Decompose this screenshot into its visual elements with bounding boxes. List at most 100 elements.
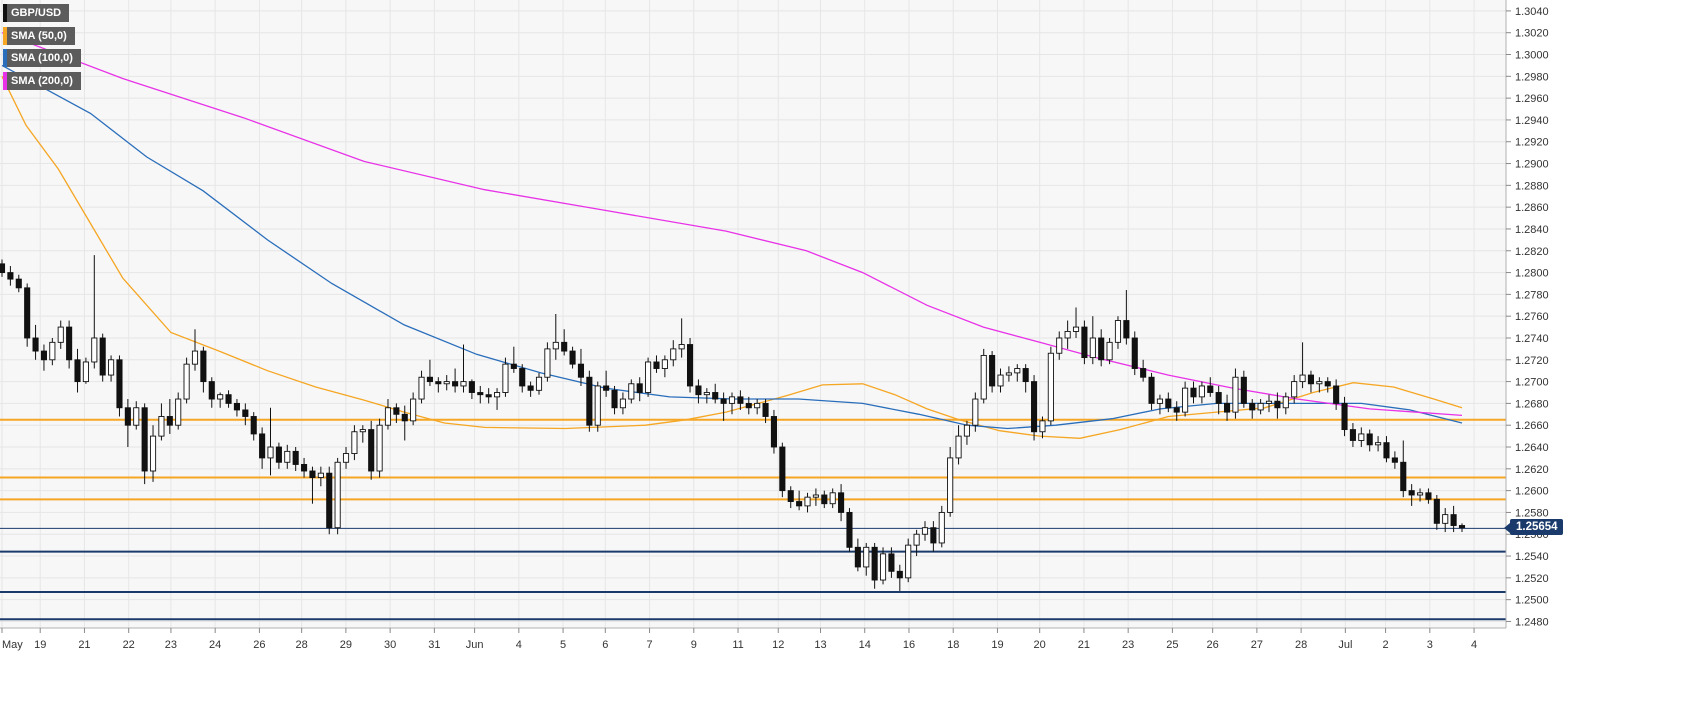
candle-body-bear	[393, 407, 400, 415]
candle-body-bear	[452, 381, 459, 387]
candle	[124, 399, 131, 448]
candle	[1265, 394, 1273, 413]
candle-body-bull	[1005, 372, 1012, 376]
candle	[854, 538, 861, 572]
candle-body-bear	[1366, 433, 1373, 446]
y-tick-label: 1.2720	[1515, 355, 1549, 367]
candle	[686, 337, 694, 393]
candle-body-bear	[233, 402, 240, 411]
candle	[921, 521, 929, 541]
candle-body-bull	[1291, 381, 1298, 398]
legend-label: GBP/USD	[11, 7, 62, 19]
candle-body-bear	[695, 385, 702, 396]
candle-body-bull	[410, 398, 417, 422]
candle	[938, 505, 945, 548]
grid-layer	[0, 0, 1506, 628]
candle	[1190, 381, 1197, 404]
candle-body-bear	[1274, 400, 1281, 409]
candle-body-bear	[796, 501, 803, 507]
y-axis: 1.24801.25001.25201.25401.25601.25801.26…	[1505, 0, 1707, 712]
candle	[284, 444, 291, 469]
y-tick-label: 1.2840	[1515, 224, 1549, 236]
x-tick-label: 16	[903, 639, 915, 651]
candle-body-bull	[1056, 337, 1063, 354]
legend-item-sma200[interactable]: SMA (200,0)	[3, 71, 81, 90]
candle	[653, 355, 660, 373]
candle	[1291, 375, 1298, 404]
candle-body-bull	[1198, 385, 1205, 398]
candle	[225, 390, 232, 408]
candle-body-bull	[443, 381, 450, 385]
candle-body-bull	[535, 376, 543, 391]
candle-body-bull	[1316, 381, 1323, 385]
x-tick-label: 5	[560, 639, 566, 651]
y-tick-label: 1.2740	[1515, 333, 1549, 345]
candle-body-bear	[527, 385, 534, 391]
candle	[1341, 396, 1348, 437]
candle	[326, 466, 333, 535]
candle-body-bear	[762, 402, 769, 417]
candle-body-bear	[1249, 402, 1256, 411]
candle	[401, 405, 408, 441]
candle-body-bull	[628, 383, 635, 400]
candle	[410, 392, 417, 426]
candles-layer	[0, 255, 1466, 591]
x-tick-label: 11	[732, 639, 743, 651]
candle-body-bear	[586, 376, 593, 426]
candle-body-bear	[1173, 407, 1180, 413]
legend-item-sma100[interactable]: SMA (100,0)	[3, 49, 81, 67]
legend-label: SMA (50,0)	[11, 29, 67, 42]
candle	[720, 392, 727, 421]
candle-body-bear	[989, 354, 996, 387]
candle	[1089, 316, 1096, 365]
candle-body-bear	[477, 392, 484, 396]
candle-body-bear	[1148, 376, 1155, 404]
candle-body-bull	[938, 511, 945, 544]
candle-body-bear	[259, 433, 266, 459]
candle-body-bull	[217, 394, 224, 400]
candle	[133, 401, 140, 430]
candle-body-bear	[301, 464, 308, 472]
candle-body-bear	[1307, 374, 1315, 385]
candle	[972, 392, 979, 432]
candle-body-bear	[1400, 461, 1407, 492]
candle	[275, 442, 282, 469]
candle-body-bear	[1425, 492, 1432, 500]
candle-body-bull	[1047, 352, 1054, 422]
candle	[812, 488, 819, 506]
candle	[376, 418, 383, 478]
candle	[1031, 375, 1038, 441]
legend-item-gbpusd[interactable]: GBP/USD	[3, 4, 70, 22]
candle-body-bear	[24, 287, 31, 339]
candle	[678, 318, 685, 358]
candle	[57, 320, 64, 349]
x-tick-label: 7	[646, 639, 652, 651]
candle-body-bull	[1257, 402, 1264, 411]
candle-body-bear	[1215, 392, 1222, 404]
candle	[1081, 320, 1088, 365]
candle	[49, 337, 56, 366]
legend-item-sma50[interactable]: SMA (50,0)	[3, 26, 75, 45]
candle	[594, 381, 601, 432]
candle-body-bear	[208, 381, 215, 400]
candle	[384, 399, 392, 430]
x-tick-label: 25	[1166, 639, 1178, 651]
candle	[74, 348, 81, 393]
candle-body-bear	[99, 337, 106, 376]
candle-body-bull	[921, 527, 929, 535]
candle-body-bear	[32, 337, 39, 352]
candle-body-bull	[284, 450, 291, 463]
candle	[804, 492, 811, 513]
y-tick-label: 1.2540	[1515, 551, 1549, 563]
candle	[183, 357, 190, 404]
candle	[468, 379, 475, 400]
x-axis: May 19 21 22 23 24 26 28 29 30 31 Jun 4 5 6 7 9 11 12 13 14 1…	[0, 627, 1506, 712]
candle-body-bear	[1098, 337, 1105, 361]
candle-body-bull	[879, 553, 887, 581]
candle-body-bear	[1408, 490, 1415, 496]
candle	[32, 324, 39, 360]
candle-body-bull	[267, 446, 274, 459]
candle	[1098, 329, 1105, 367]
